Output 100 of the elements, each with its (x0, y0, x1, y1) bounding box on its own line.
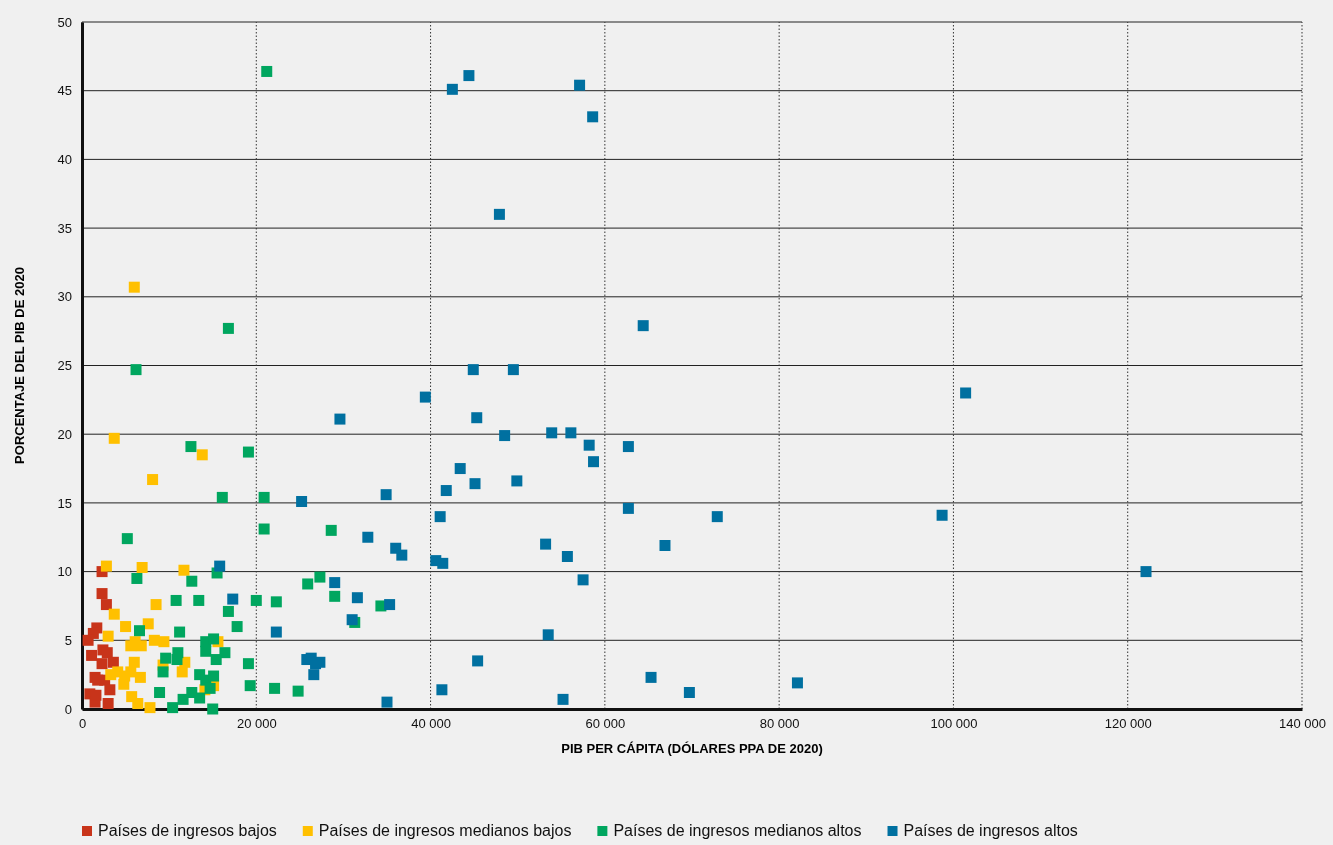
point (471, 412, 483, 424)
point (121, 533, 133, 545)
point (147, 474, 159, 486)
point (154, 687, 166, 699)
point (134, 671, 146, 683)
y-axis-title: PORCENTAJE DEL PIB DE 2020 (12, 267, 27, 464)
point (325, 524, 337, 536)
point (250, 594, 262, 606)
point (396, 549, 408, 561)
y-tick-label: 45 (57, 83, 72, 99)
legend-label: Países de ingresos bajos (98, 822, 277, 839)
point (936, 509, 948, 521)
point (454, 463, 466, 475)
point (540, 538, 552, 550)
point (258, 491, 270, 503)
point (131, 572, 143, 584)
point (194, 692, 206, 704)
point (216, 491, 228, 503)
point (711, 511, 723, 523)
point (446, 83, 458, 95)
point (380, 489, 392, 501)
x-tick-label: 40 000 (411, 716, 451, 732)
point (142, 618, 154, 630)
point (960, 387, 972, 399)
point (227, 593, 239, 605)
point (186, 575, 198, 587)
legend-label: Países de ingresos medianos altos (613, 822, 862, 839)
point (82, 634, 94, 646)
point (622, 441, 634, 453)
point (637, 320, 649, 332)
legend-label: Países de ingresos medianos bajos (318, 822, 572, 839)
point (242, 658, 254, 670)
point (170, 594, 182, 606)
point (296, 496, 308, 508)
point (587, 111, 599, 123)
point (177, 693, 189, 705)
legend-label: Países de ingresos altos (903, 822, 1078, 839)
point (207, 703, 219, 715)
point (574, 79, 586, 91)
point (261, 65, 273, 77)
point (222, 605, 234, 617)
y-tick-label: 25 (57, 358, 72, 374)
point (542, 629, 554, 641)
point (176, 666, 188, 678)
point (102, 630, 114, 642)
point (467, 364, 479, 376)
point (120, 621, 132, 633)
point (577, 574, 589, 586)
point (242, 446, 254, 458)
point (434, 511, 446, 523)
point (302, 578, 314, 590)
point (351, 592, 363, 604)
point (104, 684, 116, 696)
y-tick-label: 20 (57, 426, 72, 442)
y-tick-label: 15 (57, 495, 72, 511)
point (167, 702, 179, 714)
point (231, 621, 243, 633)
point (329, 577, 341, 589)
point (1140, 566, 1152, 578)
point (314, 571, 326, 583)
point (132, 698, 144, 709)
point (511, 475, 523, 487)
point (419, 391, 431, 403)
y-tick-label: 40 (57, 152, 72, 168)
point (561, 550, 573, 562)
point (440, 485, 452, 497)
point (196, 449, 208, 461)
y-tick-label: 30 (57, 289, 72, 305)
point (86, 649, 98, 661)
x-tick-label: 140 000 (1279, 716, 1326, 732)
point (108, 608, 120, 620)
point (472, 655, 484, 667)
point (791, 677, 803, 689)
point (583, 439, 595, 451)
point (96, 658, 108, 670)
point (200, 645, 212, 657)
point (118, 678, 130, 690)
point (437, 557, 449, 569)
point (659, 539, 671, 551)
point (436, 684, 448, 696)
point (204, 682, 216, 694)
point (128, 281, 140, 293)
x-tick-label: 20 000 (236, 716, 277, 732)
point (100, 560, 112, 572)
point (588, 456, 600, 468)
point (269, 682, 281, 694)
point (270, 626, 282, 638)
x-axis-title: PIB PER CÁPITA (DÓLARES PPA DE 2020) (561, 741, 823, 756)
point (222, 322, 234, 334)
x-tick-label: 0 (78, 716, 87, 732)
point (329, 590, 341, 602)
x-tick-label: 60 000 (585, 716, 626, 732)
point (134, 625, 146, 637)
point (157, 666, 169, 678)
point (96, 588, 108, 600)
point (645, 671, 657, 683)
point (499, 430, 511, 442)
y-tick-label: 10 (57, 564, 72, 580)
point (178, 564, 190, 576)
point (214, 560, 226, 572)
